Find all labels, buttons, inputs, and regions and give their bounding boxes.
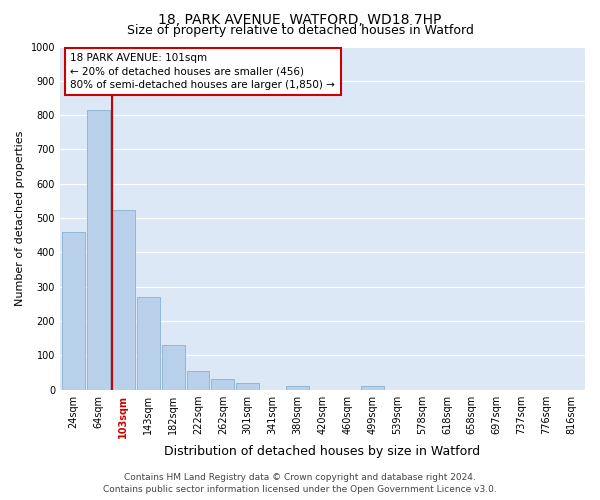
Text: Size of property relative to detached houses in Watford: Size of property relative to detached ho…: [127, 24, 473, 37]
Bar: [112, 210, 135, 390]
Bar: [286, 386, 309, 390]
Text: Contains HM Land Registry data © Crown copyright and database right 2024.
Contai: Contains HM Land Registry data © Crown c…: [103, 472, 497, 494]
Text: 18, PARK AVENUE, WATFORD, WD18 7HP: 18, PARK AVENUE, WATFORD, WD18 7HP: [158, 12, 442, 26]
Bar: [137, 297, 160, 390]
Bar: [211, 380, 235, 390]
Bar: [87, 110, 110, 390]
Text: 18 PARK AVENUE: 101sqm
← 20% of detached houses are smaller (456)
80% of semi-de: 18 PARK AVENUE: 101sqm ← 20% of detached…: [70, 54, 335, 90]
Bar: [236, 383, 259, 390]
Bar: [161, 345, 185, 390]
Bar: [187, 371, 209, 390]
X-axis label: Distribution of detached houses by size in Watford: Distribution of detached houses by size …: [164, 444, 481, 458]
Bar: [361, 386, 383, 390]
Bar: [62, 232, 85, 390]
Y-axis label: Number of detached properties: Number of detached properties: [15, 130, 25, 306]
